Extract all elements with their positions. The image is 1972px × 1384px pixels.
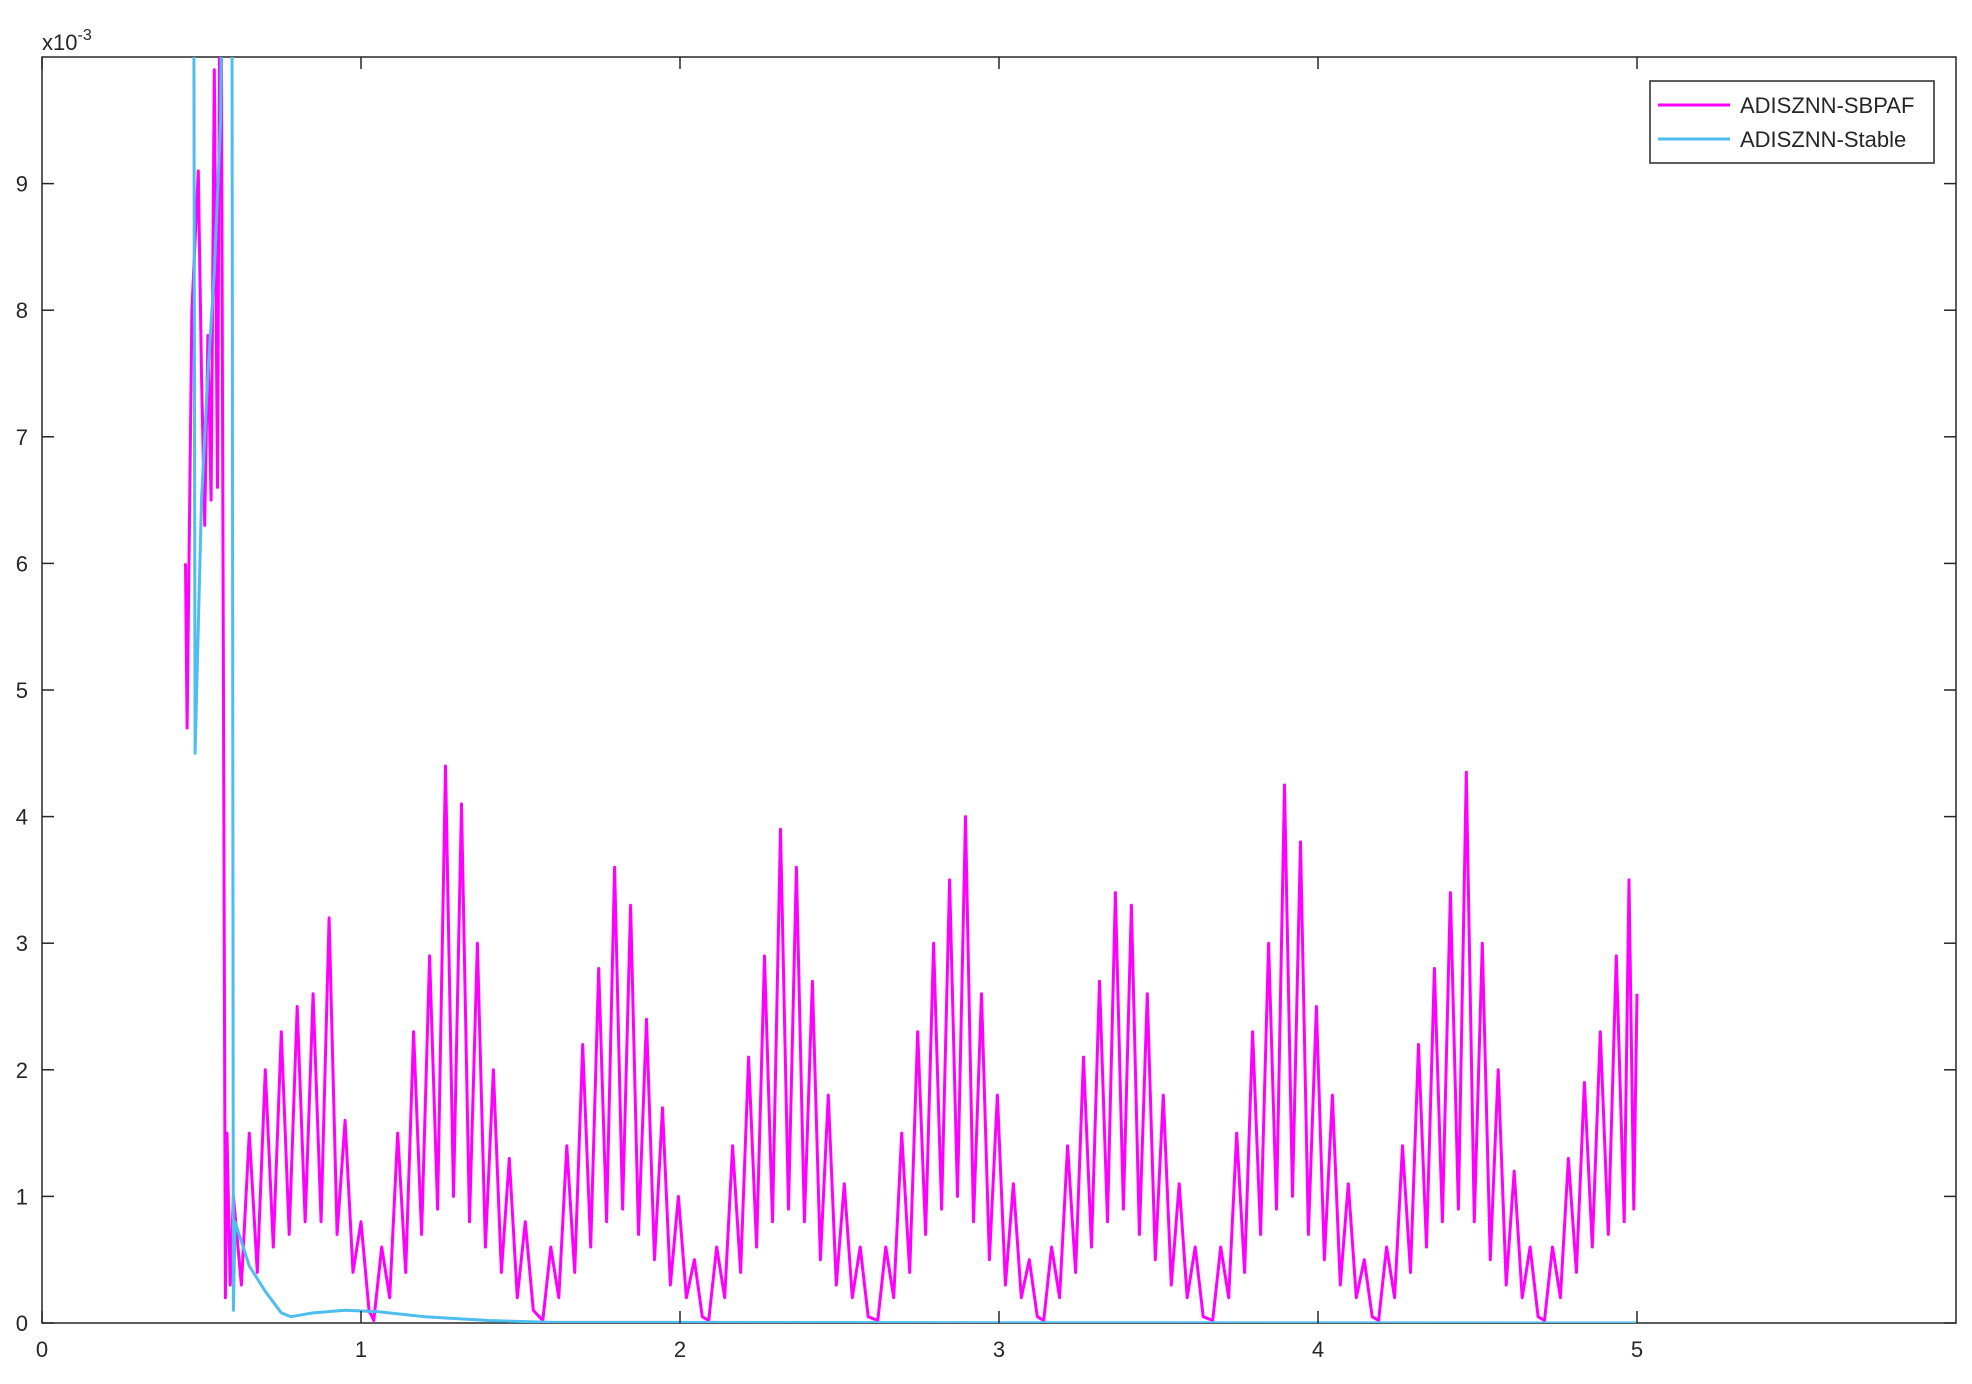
plot-area (184, 57, 1639, 1323)
legend-box (1649, 80, 1935, 164)
series-line (192, 57, 1638, 1323)
x-tick-label: 4 (1312, 1337, 1324, 1362)
x-tick-label: 0 (36, 1337, 48, 1362)
x-tick-label: 2 (674, 1337, 686, 1362)
y-tick-label: 7 (16, 425, 28, 450)
exponent-power: -3 (77, 27, 91, 44)
x-tick-label: 5 (1631, 1337, 1643, 1362)
y-tick-label: 3 (16, 931, 28, 956)
legend-label: ADISZNN-Stable (1740, 127, 1906, 152)
x-tick-label: 3 (993, 1337, 1005, 1362)
y-tick-label: 9 (16, 172, 28, 197)
y-tick-label: 8 (16, 298, 28, 323)
y-tick-label: 6 (16, 551, 28, 576)
x-tick-label: 1 (355, 1337, 367, 1362)
series-line (184, 57, 1639, 1322)
legend-label: ADISZNN-SBPAF (1740, 93, 1914, 118)
exponent-base: x10 (42, 30, 77, 55)
y-tick-label: 4 (16, 805, 28, 830)
y-tick-label: 5 (16, 678, 28, 703)
y-tick-label: 2 (16, 1058, 28, 1083)
y-tick-label: 1 (16, 1184, 28, 1209)
y-tick-label: 0 (16, 1311, 28, 1336)
y-exponent: x10-3 (42, 27, 92, 55)
